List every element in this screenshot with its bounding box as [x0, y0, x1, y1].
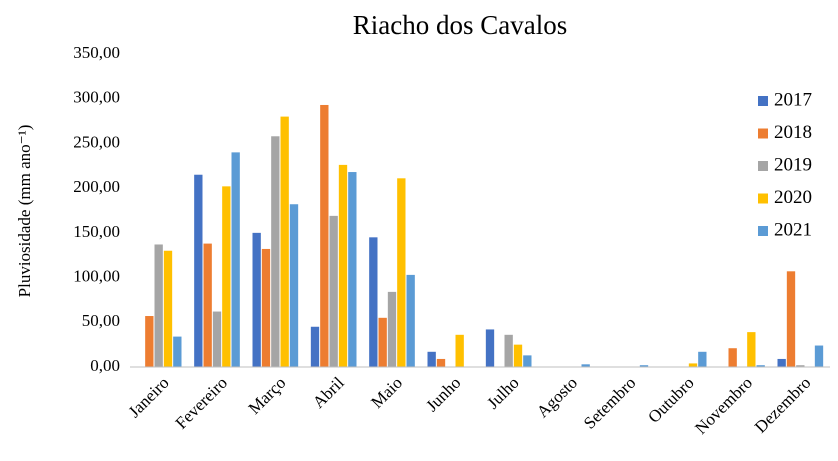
legend-label: 2020 [774, 187, 812, 208]
legend-label: 2021 [774, 219, 812, 240]
bar [796, 365, 805, 367]
bar [212, 311, 222, 367]
bar [145, 316, 154, 367]
bar [163, 250, 173, 367]
x-tick-label: Setembro [580, 373, 640, 433]
bar [786, 271, 796, 367]
x-tick-label: Outubro [644, 373, 698, 427]
bar [728, 348, 737, 367]
bar [173, 336, 182, 367]
x-tick-label: Junho [422, 373, 464, 415]
legend-swatch [758, 128, 768, 139]
y-tick-label: 0,00 [90, 356, 120, 375]
bar [698, 351, 707, 367]
bar [280, 116, 289, 367]
bar [455, 334, 464, 367]
y-tick-label: 350,00 [73, 43, 120, 62]
legend-swatch [758, 226, 768, 236]
bar [397, 178, 406, 367]
x-tick-label: Novembro [691, 373, 756, 438]
bar [231, 152, 240, 367]
y-tick-label: 50,00 [82, 311, 120, 330]
x-tick-label: Agosto [533, 373, 581, 421]
y-tick-label: 150,00 [73, 222, 120, 241]
legend-label: 2019 [774, 154, 812, 175]
bar [747, 332, 756, 367]
legend-label: 2017 [774, 89, 812, 110]
chart-title: Riacho dos Cavalos [353, 10, 567, 40]
bar [378, 317, 387, 367]
bar [289, 204, 299, 367]
legend-swatch [758, 161, 768, 171]
bar [329, 215, 338, 367]
bar [194, 174, 203, 367]
bar [222, 186, 231, 367]
bar [756, 365, 765, 367]
bar [320, 104, 329, 367]
bar [639, 365, 649, 367]
bar [369, 237, 378, 367]
x-tick-label: Maio [367, 373, 406, 412]
x-tick-label: Dezembro [751, 373, 815, 437]
x-tick-label: Julho [483, 373, 522, 412]
bar [154, 244, 163, 367]
bar [203, 243, 212, 367]
bar [261, 248, 271, 367]
y-tick-label: 250,00 [73, 132, 120, 151]
bar [406, 274, 415, 367]
bar [271, 136, 280, 367]
bar [523, 355, 532, 367]
bar [688, 363, 698, 367]
bar [252, 232, 261, 367]
bar [348, 172, 357, 367]
bar [777, 358, 786, 367]
bar [513, 344, 523, 367]
y-tick-label: 100,00 [73, 266, 120, 285]
x-tick-label: Fevereiro [172, 373, 231, 432]
legend-swatch [758, 193, 768, 204]
legend-swatch [758, 96, 768, 106]
bar [338, 164, 348, 367]
bar [387, 291, 397, 367]
bar [427, 351, 436, 367]
x-tick-label: Janeiro [125, 373, 173, 421]
bar [485, 329, 495, 367]
x-tick-label: Abril [309, 373, 348, 412]
bar [436, 358, 446, 367]
bar [310, 326, 320, 367]
bar [504, 334, 513, 367]
y-tick-label: 200,00 [73, 177, 120, 196]
y-axis-label: Pluviosidade (mm ano⁻¹) [15, 125, 34, 298]
x-tick-label: Março [245, 373, 290, 418]
legend-label: 2018 [774, 122, 812, 143]
y-tick-label: 300,00 [73, 88, 120, 107]
bar [814, 345, 824, 367]
bar [581, 364, 590, 367]
